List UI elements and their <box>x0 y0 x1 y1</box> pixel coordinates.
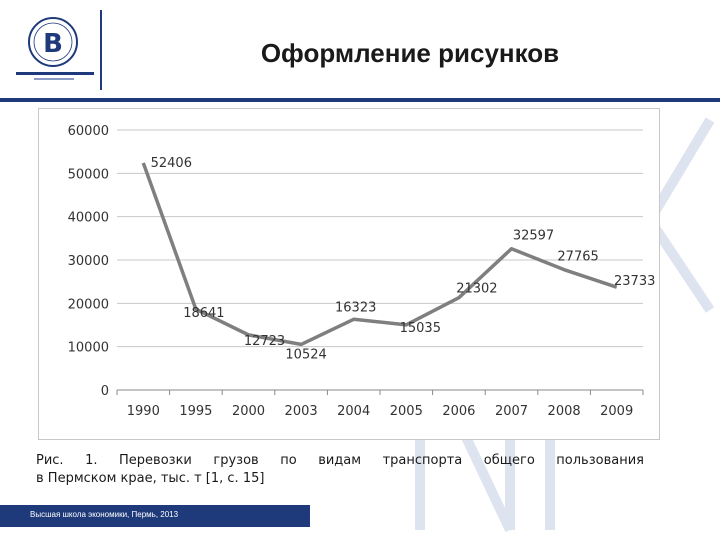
data-label: 52406 <box>151 156 192 171</box>
y-tick-label: 20000 <box>68 297 109 312</box>
y-tick-label: 50000 <box>68 167 109 182</box>
caption-word: Перевозки <box>119 453 192 468</box>
y-tick-label: 0 <box>101 384 109 399</box>
line-chart: 60000 50000 40000 30000 20000 10000 0 1990 1995 2… <box>68 124 656 419</box>
data-label: 16323 <box>335 300 376 315</box>
x-tick-label: 2006 <box>442 404 475 419</box>
y-tick-label: 10000 <box>68 341 109 356</box>
footer-text: Высшая школа экономики, Пермь, 2013 <box>30 510 179 519</box>
data-label: 12723 <box>244 334 285 349</box>
caption-word: по <box>280 453 297 468</box>
caption-word: 1. <box>85 453 98 468</box>
footer-bar <box>0 505 310 527</box>
x-tick-label: 2003 <box>285 404 318 419</box>
data-label: 23733 <box>614 274 655 289</box>
x-tick-label: 2008 <box>548 404 581 419</box>
hse-logo: В <box>8 10 103 90</box>
x-tick-label: 2004 <box>337 404 370 419</box>
caption-word: пользования <box>556 453 644 468</box>
x-tick-label: 2007 <box>495 404 528 419</box>
data-label: 15035 <box>400 321 441 336</box>
x-tick-label: 2009 <box>600 404 633 419</box>
x-tick-label: 2000 <box>232 404 265 419</box>
svg-text:В: В <box>43 29 63 59</box>
y-tick-label: 30000 <box>68 254 109 269</box>
series-line <box>141 162 618 347</box>
caption-word: грузов <box>213 453 259 468</box>
data-label: 32597 <box>513 229 554 244</box>
header-bar <box>0 98 720 102</box>
caption-word: Рис. <box>36 453 64 468</box>
data-label: 27765 <box>557 250 598 265</box>
x-tick-label: 1990 <box>127 404 160 419</box>
header-divider <box>100 10 102 90</box>
caption-word: видам <box>318 453 362 468</box>
figure-caption: Рис. 1. Перевозки грузов по видам транспорта об… <box>36 452 644 488</box>
x-tick-label: 1995 <box>179 404 212 419</box>
caption-word: транспорта <box>382 453 463 468</box>
data-label: 18641 <box>183 306 224 321</box>
y-tick-label: 40000 <box>68 211 109 226</box>
caption-line-1: Рис. 1. Перевозки грузов по видам транспорта об… <box>36 452 644 470</box>
caption-word: общего <box>483 453 535 468</box>
data-label: 10524 <box>285 347 326 362</box>
page-title: Оформление рисунков <box>260 38 560 68</box>
slide-header: В Оформление рисунков <box>0 0 720 98</box>
y-tick-label: 60000 <box>68 124 109 139</box>
caption-line-2: в Пермском крае, тыс. т [1, с. 15] <box>36 471 265 486</box>
x-tick-label: 2005 <box>390 404 423 419</box>
data-label: 21302 <box>456 282 497 297</box>
chart-frame: 60000 50000 40000 30000 20000 10000 0 1990 1995 2… <box>38 108 660 440</box>
